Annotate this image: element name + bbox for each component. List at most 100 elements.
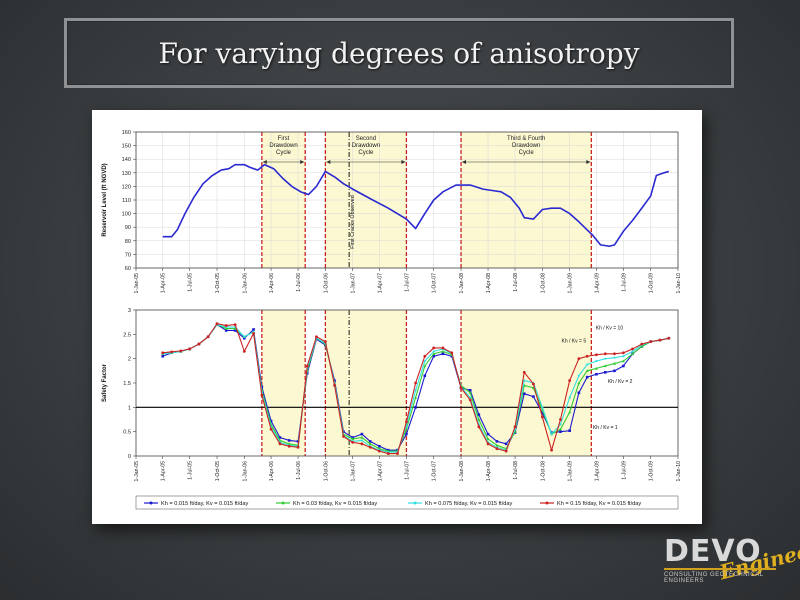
safety-series-point-3 bbox=[360, 439, 363, 442]
safety-series-point-2 bbox=[377, 447, 381, 450]
safety-series-point-4 bbox=[215, 322, 219, 326]
reservoir-y-tick-label: 110 bbox=[122, 198, 131, 204]
safety-series-point-1 bbox=[378, 444, 381, 448]
safety-series-point-3 bbox=[550, 433, 553, 436]
safety-series-point-3 bbox=[432, 350, 435, 353]
logo-subtitle: CONSULTING GEOTECHNICAL ENGINEERS bbox=[664, 572, 764, 584]
reservoir-x-tick-label: 1-Oct-05 bbox=[215, 273, 221, 293]
safety-series-point-4 bbox=[242, 349, 246, 353]
safety-series-point-2 bbox=[224, 326, 228, 330]
safety-series-point-4 bbox=[368, 445, 372, 449]
safety-y-axis-label: Safety Factor bbox=[102, 363, 108, 402]
safety-series-point-4 bbox=[532, 382, 535, 386]
safety-series-point-2 bbox=[423, 364, 427, 368]
safety-series-point-1 bbox=[423, 374, 427, 377]
reservoir-x-tick-label: 1-Oct-09 bbox=[649, 273, 655, 293]
reservoir-y-tick-label: 120 bbox=[122, 184, 131, 190]
safety-series-point-3 bbox=[559, 423, 562, 426]
safety-series-point-4 bbox=[459, 386, 463, 390]
slide-title: For varying degrees of anisotropy bbox=[158, 37, 640, 70]
safety-series-point-4 bbox=[477, 425, 481, 429]
safety-series-point-4 bbox=[414, 381, 418, 385]
safety-series-point-4 bbox=[540, 415, 544, 419]
safety-series-point-4 bbox=[377, 449, 381, 453]
safety-series-line-1 bbox=[162, 324, 669, 451]
safety-series-point-1 bbox=[504, 442, 508, 446]
anisotropy-annotation-2: Kh / Kv = 5 bbox=[562, 339, 587, 345]
safety-series-point-2 bbox=[368, 442, 372, 446]
safety-x-tick-label: 1-Jan-05 bbox=[134, 461, 140, 482]
safety-x-tick-label: 1-Apr-08 bbox=[486, 461, 492, 481]
safety-x-tick-label: 1-Apr-06 bbox=[269, 461, 275, 481]
legend-marker-1 bbox=[149, 501, 153, 505]
safety-series-point-4 bbox=[360, 442, 364, 446]
safety-series-point-4 bbox=[568, 379, 572, 382]
reservoir-x-tick-label: 1-Apr-06 bbox=[269, 273, 275, 293]
reservoir-y-axis-label: Reservoir Level (ft NGVD) bbox=[102, 163, 108, 236]
safety-series-point-2 bbox=[287, 442, 291, 446]
safety-series-point-3 bbox=[568, 396, 571, 399]
safety-series-point-1 bbox=[532, 395, 535, 398]
safety-series-point-4 bbox=[224, 324, 228, 327]
reservoir-x-tick-label: 1-Jan-07 bbox=[351, 273, 357, 294]
safety-series-point-2 bbox=[603, 364, 607, 368]
safety-series-point-4 bbox=[296, 445, 300, 449]
title-frame: For varying degrees of anisotropy bbox=[64, 18, 734, 88]
first-cracks-label: First Cracks Observed bbox=[350, 195, 356, 249]
safety-series-point-3 bbox=[595, 360, 598, 363]
safety-series-point-4 bbox=[550, 448, 553, 452]
safety-series-point-4 bbox=[432, 346, 436, 350]
safety-series-point-1 bbox=[522, 392, 526, 396]
safety-x-tick-label: 1-Jan-07 bbox=[351, 461, 357, 482]
legend-marker-4 bbox=[545, 501, 549, 505]
safety-y-tick-label: 1.5 bbox=[123, 381, 131, 387]
safety-series-point-1 bbox=[405, 432, 408, 436]
safety-series-point-4 bbox=[179, 349, 183, 353]
reservoir-x-tick-label: 1-Jul-09 bbox=[621, 273, 627, 292]
safety-series-point-4 bbox=[585, 354, 589, 358]
safety-x-tick-label: 1-Jul-09 bbox=[621, 461, 627, 480]
safety-series-point-4 bbox=[640, 342, 644, 346]
safety-x-tick-label: 1-Jan-10 bbox=[676, 461, 682, 482]
safety-series-point-1 bbox=[468, 389, 472, 392]
safety-series-point-4 bbox=[468, 398, 472, 402]
safety-series-point-4 bbox=[315, 335, 318, 339]
safety-series-point-3 bbox=[523, 379, 526, 382]
safety-x-tick-label: 1-Oct-06 bbox=[323, 461, 329, 481]
safety-series-point-4 bbox=[577, 357, 581, 361]
safety-series-point-4 bbox=[631, 347, 634, 351]
safety-series-point-2 bbox=[558, 427, 562, 431]
arrow-head-right bbox=[586, 160, 591, 164]
legend-label-2: Kh = 0.03 ft/day, Kv = 0.015 ft/day bbox=[293, 501, 377, 507]
drawdown-cycle-label-3: Third & Fourth Drawdown Cycle bbox=[507, 136, 545, 156]
safety-x-tick-label: 1-Jul-05 bbox=[188, 461, 194, 480]
drawdown-cycle-label-1: First Drawdown Cycle bbox=[269, 136, 297, 156]
safety-series-point-4 bbox=[260, 393, 264, 397]
safety-series-point-4 bbox=[305, 364, 309, 368]
safety-series-point-3 bbox=[586, 363, 589, 366]
safety-series-point-1 bbox=[585, 375, 589, 379]
safety-series-point-1 bbox=[233, 329, 237, 332]
safety-series-point-3 bbox=[622, 355, 625, 358]
safety-series-point-4 bbox=[450, 351, 454, 355]
logo-main-text: DEVO bbox=[664, 534, 762, 569]
safety-x-tick-label: 1-Apr-05 bbox=[161, 461, 167, 481]
safety-series-point-1 bbox=[603, 370, 607, 374]
safety-series-point-2 bbox=[351, 437, 355, 441]
safety-series-point-1 bbox=[441, 352, 445, 356]
reservoir-y-tick-label: 90 bbox=[125, 225, 131, 231]
safety-y-tick-label: 1 bbox=[128, 405, 131, 411]
safety-series-point-4 bbox=[667, 336, 671, 340]
safety-series-point-1 bbox=[252, 328, 255, 331]
safety-series-point-1 bbox=[613, 369, 616, 373]
company-logo: DEVO Engineering CONSULTING GEOTECHNICAL… bbox=[660, 528, 800, 598]
reservoir-x-tick-label: 1-Jan-10 bbox=[676, 273, 682, 294]
safety-series-point-4 bbox=[486, 442, 490, 446]
safety-series-point-4 bbox=[351, 440, 355, 444]
safety-x-tick-label: 1-Oct-07 bbox=[432, 461, 438, 481]
safety-series-point-1 bbox=[541, 411, 544, 415]
safety-series-point-2 bbox=[594, 366, 598, 370]
safety-series-point-3 bbox=[414, 389, 417, 392]
safety-series-point-4 bbox=[603, 352, 607, 356]
